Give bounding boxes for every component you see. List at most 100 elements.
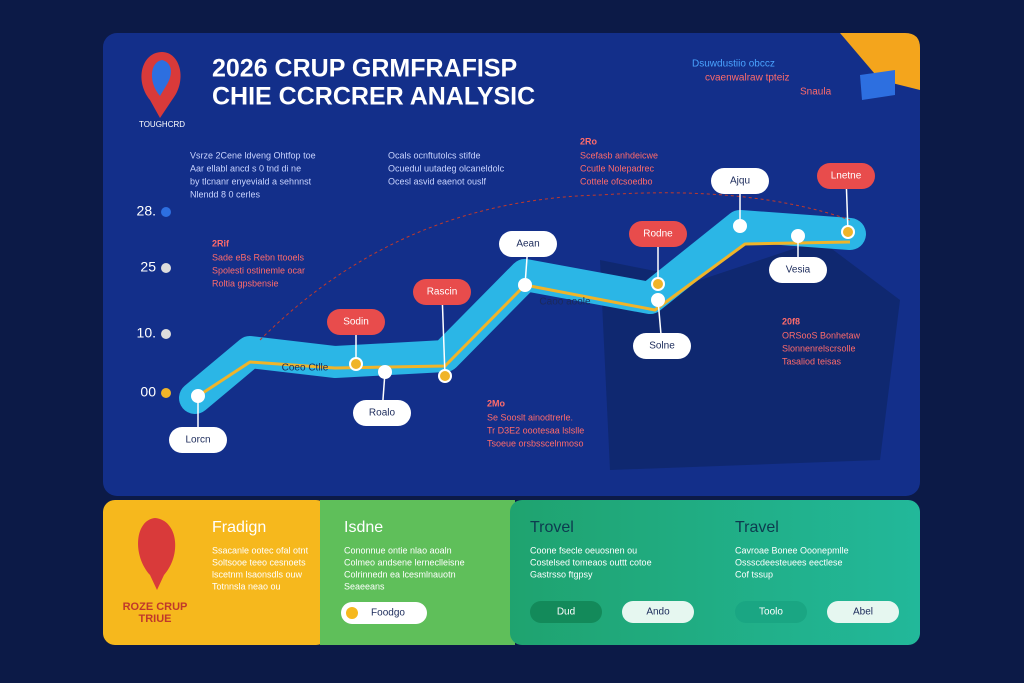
note-line: Dsuwdustiio obccz [692,59,775,70]
button-dot [346,607,358,619]
corner-note: Dsuwdustiio obccz cvaenwalraw tpteiz Sna… [692,59,832,98]
button[interactable] [827,601,899,623]
panel-text: Seaeeans [344,581,385,591]
route-node [349,357,363,371]
route-label: Aean [516,239,539,250]
note-head: 2Mo [487,398,506,408]
route-label: Vesia [786,265,811,276]
button-label: Foodgo [371,608,405,619]
route-label: Roalo [369,408,396,419]
axis-dot [161,329,171,339]
note-line: Vsrze 2Cene ldveng Ohtfop toe [190,150,316,160]
route-node [733,219,747,233]
route-pill [327,309,385,335]
panel-text: Cof tssup [735,569,773,579]
note-line: Roltia gpsbensie [212,278,279,288]
axis-label: 28. [137,203,156,219]
note-line: ORSooS Bonhetaw [782,330,861,340]
button-label: Toolo [759,607,783,618]
panel-title: Fradign [212,519,266,536]
route-node [378,365,392,379]
route-mid: Caoo aoole [539,297,591,308]
panel-text: Costelsed tomeaos outtt cotoe [530,557,652,567]
panel-title: Trovel [530,519,574,536]
axis-dot [161,207,171,217]
note-line: cvaenwalraw tpteiz [705,73,789,84]
note-line: Slonnenrelscrsolle [782,343,856,353]
panel-logo [138,518,176,590]
note-line: Ccutle Nolepadrec [580,163,655,173]
panel-title: Travel [735,519,779,536]
route-pill [169,427,227,453]
logo-text: ROZE CRUP [123,601,188,613]
panel-text: Totnnsla neao ou [212,581,281,591]
route-label: Sodin [343,317,369,328]
logo-text: TRIUE [139,613,172,625]
note-line: Spolesti ostinemle ocar [212,265,305,275]
route-pill [817,163,875,189]
button-label: Dud [557,607,575,618]
note-line: Ocesl asvid eaenot ouslf [388,176,487,186]
corner-graphic [860,70,895,100]
note-line: Snaula [800,87,832,98]
panel-text: Gastrsso ftgpsy [530,569,593,579]
route-node [841,225,855,239]
axis-label: 25 [140,259,156,275]
note-line: Ocuedul uutadeg olcaneldolc [388,163,505,173]
route-node [791,229,805,243]
route-pill [413,279,471,305]
dashed-route [259,192,851,341]
route-label: Lnetne [831,171,862,182]
route-label: Rascin [427,287,458,298]
note-head: 20f8 [782,316,800,326]
route-node [651,293,665,307]
route-label: Lorcn [185,435,210,446]
route-pill [711,168,769,194]
panel-text: Soltsooe teeo cesnoets [212,557,306,567]
route-band [179,210,866,414]
panel-text: Coone fsecle oeuosnen ou [530,545,637,555]
panel-text: Cavroae Bonee Ooonepmlle [735,545,849,555]
note-line: Se Sooslt ainodtrerle. [487,412,573,422]
note-line: Tr D3E2 oootesaa lslslle [487,425,584,435]
panel-text: Ssacanle ootec ofal otnt [212,545,309,555]
route-pill [633,333,691,359]
panel-text: Colrinnedn ea lcesmlnauotn [344,569,456,579]
note-head: 2Rif [212,238,230,248]
route-line [194,240,851,400]
axis-label: 10. [137,325,156,341]
note-line: Cottele ofcsoedbo [580,176,653,186]
note-line: Scefasb anhdeicwe [580,150,658,160]
note-line: Tsoeue orsbsscelnmoso [487,438,584,448]
panel-text: lscetnm lsaonsdls ouw [212,569,303,579]
panel-title: Isdne [344,519,383,536]
route-pill [769,257,827,283]
route-pill [353,400,411,426]
logo-caption: TOUGHCRD [139,120,185,129]
button[interactable] [341,602,427,624]
button[interactable] [622,601,694,623]
note-head: 2Ro [580,136,598,146]
button-label: Ando [646,607,670,618]
note-line: by tlcnanr enyeviald a sehnnst [190,176,312,186]
route-node [651,277,665,291]
button[interactable] [735,601,807,623]
button[interactable] [530,601,602,623]
corner-graphic [840,33,920,90]
route-mid: Coeo Ctlle [282,363,329,374]
route-label: Ajqu [730,176,750,187]
button-label: Abel [853,607,873,618]
axis-dot [161,263,171,273]
note-line: Sade eBs Rebn ttooels [212,252,305,262]
route-node [438,369,452,383]
route-label: Solne [649,341,675,352]
note-line: Nlendd 8 0 cerles [190,189,261,199]
route-label: Rodne [643,229,673,240]
panel [510,500,920,645]
panel-text: Cononnue ontie nlao aoaln [344,545,452,555]
axis-dot [161,388,171,398]
axis-label: 00 [140,384,156,400]
title: 2026 CRUP GRMFRAFISP [212,55,517,83]
route-node [518,278,532,292]
